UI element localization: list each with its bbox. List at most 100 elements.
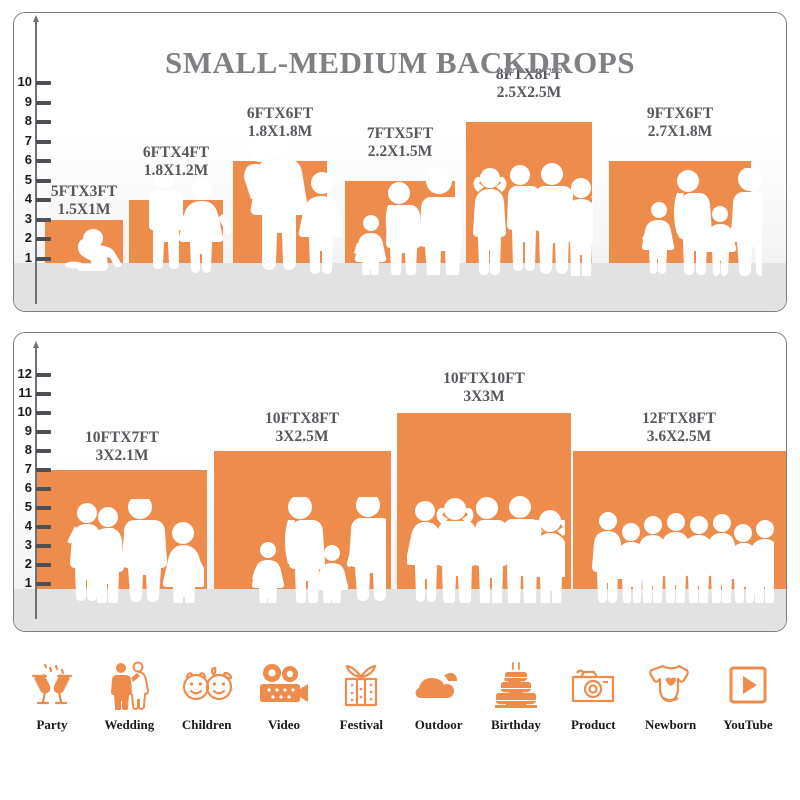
y-tick-label: 10 bbox=[17, 404, 32, 419]
use-case-wedding[interactable]: Wedding bbox=[91, 655, 167, 733]
label-size-m: 2.5X2.5M bbox=[496, 84, 562, 101]
label-size-m: 2.7X1.8M bbox=[647, 123, 713, 140]
use-case-icon-strip: Party Wedding bbox=[14, 655, 786, 760]
tick-dash bbox=[36, 256, 51, 261]
label-size-m: 3X2.1M bbox=[95, 447, 149, 464]
tick-dash bbox=[36, 582, 51, 586]
bar-label-12ftx8ft: 12FTX8FT 3.6X2.5M bbox=[619, 410, 739, 446]
bar-10ftx7ft[interactable] bbox=[37, 470, 207, 589]
y-tick-label: 7 bbox=[24, 132, 32, 148]
tick-dash bbox=[36, 506, 51, 510]
use-case-festival[interactable]: Festival bbox=[323, 655, 399, 733]
tick-dash bbox=[36, 178, 51, 183]
bar-label-10ftx7ft: 10FTX7FT 3X2.1M bbox=[67, 429, 177, 465]
bar-12ftx8ft[interactable] bbox=[573, 451, 786, 589]
label-size-m: 1.8X1.8M bbox=[247, 123, 313, 140]
tick-dash bbox=[36, 449, 51, 453]
tick-dash bbox=[36, 217, 51, 222]
baby-onesie-icon bbox=[648, 655, 694, 715]
play-button-icon bbox=[728, 655, 768, 715]
floor-band bbox=[14, 589, 786, 631]
bar-10ftx10ft[interactable] bbox=[397, 413, 571, 589]
y-tick-label: 8 bbox=[24, 442, 32, 457]
label-size-ft: 6FTX4FT bbox=[142, 144, 210, 161]
tick-dash bbox=[36, 373, 51, 377]
bar-label-10ftx8ft: 10FTX8FT 3X2.5M bbox=[247, 410, 357, 446]
floor-band bbox=[14, 263, 786, 311]
bar-label-6ftx4ft: 6FTX4FT 1.8X1.2M bbox=[121, 144, 231, 180]
tick-dash bbox=[36, 392, 51, 396]
wedding-couple-icon bbox=[107, 655, 151, 715]
label-size-m: 3X2.5M bbox=[275, 428, 329, 445]
use-case-youtube[interactable]: YouTube bbox=[710, 655, 786, 733]
label-size-m: 1.8X1.2M bbox=[143, 162, 209, 179]
children-faces-icon bbox=[180, 655, 234, 715]
y-tick-label: 3 bbox=[24, 210, 32, 226]
use-case-label: Party bbox=[36, 717, 68, 732]
cloud-icon bbox=[415, 655, 463, 715]
use-case-children[interactable]: Children bbox=[169, 655, 245, 733]
page-title: SMALL-MEDIUM BACKDROPS bbox=[165, 45, 635, 80]
y-tick-label: 7 bbox=[24, 461, 32, 476]
label-size-m: 3.6X2.5M bbox=[646, 428, 712, 445]
bar-7ftx5ft[interactable] bbox=[345, 180, 455, 263]
use-case-label: Outdoor bbox=[414, 717, 463, 732]
tick-dash bbox=[36, 120, 51, 124]
use-case-party[interactable]: Party bbox=[14, 655, 90, 733]
use-case-label: YouTube bbox=[723, 717, 773, 732]
bar-8ftx8ft[interactable] bbox=[466, 122, 592, 263]
use-case-label: Video bbox=[267, 717, 300, 732]
use-case-label: Wedding bbox=[104, 717, 155, 732]
label-size-m: 2.2X1.5M bbox=[367, 143, 433, 160]
label-size-ft: 10FTX10FT bbox=[443, 370, 525, 387]
label-size-ft: 10FTX8FT bbox=[264, 410, 340, 427]
bar-label-6ftx6ft: 6FTX6FT 1.8X1.8M bbox=[225, 105, 335, 141]
tick-dash bbox=[36, 139, 51, 144]
tick-dash bbox=[36, 525, 51, 529]
bar-5ftx3ft[interactable] bbox=[45, 219, 123, 263]
y-axis-line-bottom bbox=[33, 341, 38, 619]
label-size-m: 1.5X1M bbox=[57, 201, 111, 218]
tick-dash bbox=[36, 198, 51, 202]
y-tick-label: 5 bbox=[24, 499, 32, 514]
y-tick-label: 8 bbox=[24, 113, 32, 128]
tick-dash bbox=[36, 487, 51, 491]
tick-dash bbox=[36, 411, 51, 415]
bar-label-8ftx8ft: 8FTX8FT 2.5X2.5M bbox=[474, 66, 584, 102]
tick-dash bbox=[36, 563, 51, 567]
champagne-glasses-icon bbox=[28, 655, 76, 715]
tick-dash bbox=[36, 100, 51, 105]
y-tick-label: 4 bbox=[24, 518, 32, 533]
bar-label-9ftx6ft: 9FTX6FT 2.7X1.8M bbox=[625, 105, 735, 141]
use-case-product[interactable]: Product bbox=[555, 655, 631, 733]
bar-10ftx8ft[interactable] bbox=[214, 451, 391, 589]
bar-6ftx4ft[interactable] bbox=[129, 200, 223, 263]
bar-9ftx6ft[interactable] bbox=[609, 161, 751, 263]
use-case-birthday[interactable]: Birthday bbox=[478, 655, 554, 733]
y-axis-line-top bbox=[33, 15, 38, 304]
use-case-video[interactable]: Video bbox=[246, 655, 322, 733]
y-tick-label: 1 bbox=[24, 575, 32, 590]
use-case-outdoor[interactable]: Outdoor bbox=[401, 655, 477, 733]
photo-camera-icon bbox=[569, 655, 617, 715]
use-case-label: Children bbox=[181, 717, 232, 732]
y-tick-label: 1 bbox=[24, 249, 32, 265]
birthday-cake-icon bbox=[493, 655, 539, 715]
chart-panel-large: 12 11 10 9 8 7 6 5 4 3 bbox=[13, 332, 787, 632]
use-case-label: Festival bbox=[339, 717, 383, 732]
tick-dash bbox=[36, 81, 51, 85]
y-tick-label: 10 bbox=[17, 74, 32, 89]
bar-label-7ftx5ft: 7FTX5FT 2.2X1.5M bbox=[345, 125, 455, 161]
chart-panel-small-medium: SMALL-MEDIUM BACKDROPS 10 9 8 7 6 5 4 3 bbox=[13, 12, 787, 312]
use-case-newborn[interactable]: Newborn bbox=[633, 655, 709, 733]
y-tick-label: 5 bbox=[24, 171, 32, 187]
tick-dash bbox=[36, 468, 51, 472]
label-size-ft: 5FTX3FT bbox=[50, 183, 118, 200]
label-size-ft: 9FTX6FT bbox=[646, 105, 714, 122]
bar-6ftx6ft[interactable] bbox=[233, 161, 327, 263]
movie-camera-icon bbox=[259, 655, 309, 715]
y-tick-label: 9 bbox=[24, 423, 32, 438]
label-size-ft: 8FTX8FT bbox=[495, 66, 563, 83]
y-tick-label: 2 bbox=[24, 230, 32, 245]
